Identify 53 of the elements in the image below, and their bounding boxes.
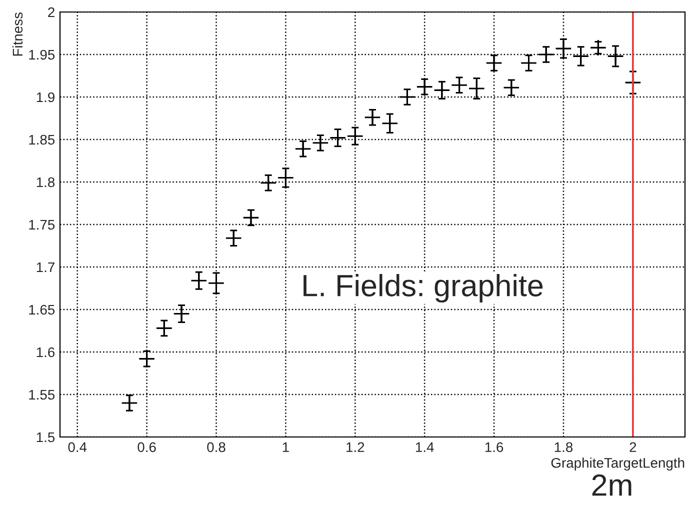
y-axis-title: Fitness [12,12,23,56]
y-tick-label: 1.75 [29,220,55,230]
y-tick-label: 1.9 [36,92,54,102]
point [590,39,607,56]
point [486,54,502,72]
point [398,88,416,106]
x-tick-label: 1.8 [554,442,573,452]
x-tick-label: 2 [630,442,636,452]
point [607,48,624,65]
point [381,114,398,132]
point [208,274,225,292]
y-tick-label: 1.6 [36,347,55,358]
point [173,305,190,322]
point [572,48,590,65]
point [277,169,294,186]
y-tick-label: 1.5 [36,432,55,442]
x-tick-label: 0.8 [207,442,226,452]
y-tick-label: 1.7 [36,262,54,272]
annotation: L. Fields: graphite [304,274,543,302]
text: 2m [592,474,632,496]
point [502,79,520,96]
x-tick-label: 1 [282,442,289,452]
point [156,320,173,337]
point [312,134,329,152]
point [294,140,312,158]
y-tick-label: 1.65 [29,304,55,315]
point [346,128,364,145]
point [242,209,260,226]
point [520,54,538,72]
point [450,76,468,94]
point [260,174,277,192]
y-tick-label: 1.85 [29,134,55,145]
x-tick-label: 0.4 [68,442,87,452]
point [190,272,208,290]
x-tick-label: 0.6 [138,442,156,452]
point [538,46,555,63]
y-tick-label: 2 [48,7,54,18]
point [434,82,450,99]
point [121,394,138,412]
x-axis-title: GraphiteTargetLength [551,458,684,471]
x-tick-label: 1.6 [485,442,504,452]
y-tick-label: 1.55 [29,390,55,400]
x-tick-label: 1.2 [346,442,364,452]
point [468,80,486,97]
point [555,40,572,57]
point [364,108,381,126]
point [138,350,156,368]
point [225,230,242,247]
point [329,129,346,146]
y-tick-label: 1.95 [29,50,55,60]
y-tick-label: 1.8 [36,177,55,188]
x-tick-label: 1.4 [416,442,434,452]
point [416,78,433,96]
